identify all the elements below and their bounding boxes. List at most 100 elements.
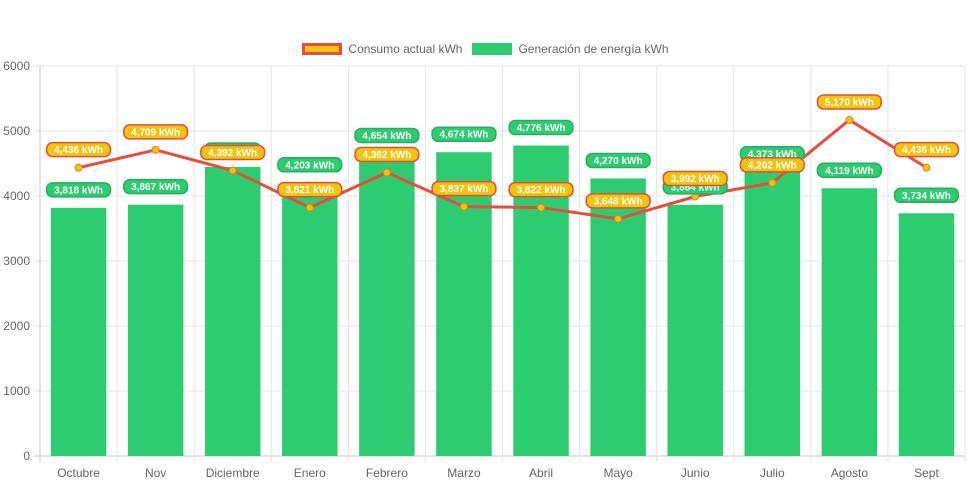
data-label-consumo-box bbox=[200, 144, 266, 161]
data-label-consumo-text: 3,648 kWh bbox=[594, 196, 643, 207]
data-label-generacion-text: 3,867 kWh bbox=[131, 182, 180, 193]
x-tick-label: Abril bbox=[529, 466, 553, 480]
line-data-labels: 4,436 kWh 4,709 kWh 4,392 kWh 3,821 kWh 4,36… bbox=[45, 94, 960, 209]
y-tick-label: 3000 bbox=[3, 254, 30, 268]
data-label-generacion-text: 4,119 kWh bbox=[825, 166, 873, 177]
line-point-consumo bbox=[228, 166, 237, 175]
grid bbox=[34, 65, 966, 462]
legend-label-consumo: Consumo actual kWh bbox=[348, 42, 463, 56]
x-tick-label: Octubre bbox=[57, 466, 100, 480]
data-label-consumo-text: 5,170 kWh bbox=[825, 97, 874, 108]
y-tick-label: 4000 bbox=[3, 189, 30, 203]
legend-item-generacion[interactable]: Generación de energía kWh bbox=[472, 42, 669, 56]
data-label-consumo-text: 3,821 kWh bbox=[285, 185, 334, 196]
data-label-consumo-box bbox=[122, 124, 189, 140]
data-label-consumo-text: 4,392 kWh bbox=[208, 148, 257, 159]
data-label-consumo: 3,822 kWh bbox=[508, 181, 574, 198]
data-label-generacion-box bbox=[277, 157, 343, 173]
x-tick-label: Nov bbox=[145, 466, 166, 480]
data-label-generacion: 4,654 kWh bbox=[354, 127, 420, 144]
bar-generacion bbox=[590, 178, 646, 456]
data-label-generacion-text: 3,818 kWh bbox=[54, 185, 103, 196]
data-label-consumo: 3,648 kWh bbox=[585, 193, 651, 209]
bar-generacion bbox=[898, 213, 955, 456]
data-label-consumo: 3,837 kWh bbox=[431, 180, 497, 197]
data-label-generacion-text: 4,373 kWh bbox=[748, 149, 797, 160]
data-label-consumo-box bbox=[662, 170, 728, 187]
data-label-generacion: 4,119 kWh bbox=[816, 162, 883, 179]
x-tick-label: Agosto bbox=[831, 466, 869, 480]
data-label-generacion-box bbox=[585, 152, 651, 169]
data-label-consumo: 4,362 kWh bbox=[354, 146, 420, 163]
line-point-consumo bbox=[74, 163, 83, 172]
data-label-consumo-text: 3,837 kWh bbox=[439, 184, 488, 195]
x-tick-label: Mayo bbox=[603, 466, 633, 480]
data-label-consumo-box bbox=[277, 181, 343, 198]
data-label-consumo: 3,992 kWh bbox=[662, 170, 728, 187]
line-point-consumo bbox=[305, 203, 314, 212]
data-label-generacion: 3,867 kWh bbox=[122, 178, 189, 195]
line-point-consumo bbox=[151, 145, 160, 154]
data-label-generacion-text: 4,270 kWh bbox=[594, 156, 643, 167]
x-tick-label: Marzo bbox=[447, 466, 481, 480]
data-label-generacion-text: 4,776 kWh bbox=[517, 123, 566, 134]
legend-swatch-generacion bbox=[472, 43, 513, 55]
bar-generacion bbox=[282, 182, 338, 456]
bar-generacion bbox=[204, 167, 261, 456]
x-axis: Octubre Nov Diciembre Enero Febrero Marzo Abri… bbox=[57, 466, 939, 480]
data-label-consumo-text: 4,436 kWh bbox=[902, 145, 951, 156]
data-label-consumo: 4,436 kWh bbox=[893, 141, 960, 158]
data-label-consumo-text: 4,362 kWh bbox=[362, 150, 411, 161]
y-tick-label: 6000 bbox=[3, 59, 30, 73]
data-label-generacion: 3,818 kWh bbox=[45, 182, 112, 198]
bar-generacion bbox=[744, 171, 801, 456]
bar-generacion bbox=[359, 153, 415, 457]
data-label-generacion-box bbox=[431, 126, 497, 142]
x-tick-label: Julio bbox=[760, 466, 785, 480]
data-label-consumo-box bbox=[585, 193, 651, 209]
data-label-consumo-box bbox=[893, 141, 960, 158]
data-label-consumo-text: 4,436 kWh bbox=[54, 145, 103, 156]
bar-generacion bbox=[821, 188, 878, 456]
data-label-consumo: 4,202 kWh bbox=[739, 157, 805, 173]
data-label-generacion-text: 3,734 kWh bbox=[902, 191, 951, 202]
legend-item-consumo[interactable]: Consumo actual kWh bbox=[302, 42, 462, 56]
data-label-generacion: 4,776 kWh bbox=[508, 119, 574, 136]
y-tick-label: 2000 bbox=[3, 319, 30, 333]
data-label-generacion-box bbox=[816, 162, 883, 179]
data-label-consumo-box bbox=[816, 94, 883, 110]
bar-generacion bbox=[667, 204, 723, 456]
y-tick-label: 0 bbox=[23, 449, 30, 463]
line-point-consumo bbox=[382, 168, 391, 177]
data-label-generacion: 3,734 kWh bbox=[893, 187, 960, 204]
data-label-consumo-text: 4,709 kWh bbox=[131, 127, 180, 138]
data-label-consumo: 3,821 kWh bbox=[277, 181, 343, 198]
data-label-consumo-box bbox=[739, 157, 805, 173]
data-label-consumo-text: 4,202 kWh bbox=[748, 160, 797, 171]
data-label-generacion: 4,203 kWh bbox=[277, 157, 343, 173]
bar-generacion bbox=[127, 204, 184, 456]
x-tick-label: Sept bbox=[914, 466, 939, 480]
x-tick-label: Junio bbox=[681, 466, 710, 480]
y-axis: 0 1000 2000 3000 4000 5000 6000 bbox=[3, 59, 30, 463]
data-label-consumo-box bbox=[431, 180, 497, 197]
y-tick-label: 1000 bbox=[3, 384, 30, 398]
data-label-consumo: 4,709 kWh bbox=[122, 124, 189, 140]
line-point-consumo bbox=[922, 163, 931, 172]
data-label-generacion-text: 4,654 kWh bbox=[362, 131, 411, 142]
line-point-consumo bbox=[614, 214, 623, 223]
x-tick-label: Febrero bbox=[366, 466, 408, 480]
line-point-consumo bbox=[768, 178, 777, 187]
bar-generacion bbox=[50, 207, 107, 456]
line-point-consumo bbox=[845, 115, 854, 124]
data-label-generacion-box bbox=[893, 187, 960, 204]
data-label-generacion-text: 4,674 kWh bbox=[439, 130, 488, 141]
data-label-consumo-text: 3,992 kWh bbox=[671, 174, 720, 185]
legend-swatch-consumo bbox=[302, 43, 343, 55]
data-label-consumo: 5,170 kWh bbox=[816, 94, 883, 110]
data-label-generacion-text: 4,203 kWh bbox=[285, 160, 334, 171]
legend-label-generacion: Generación de energía kWh bbox=[518, 42, 669, 56]
x-tick-label: Diciembre bbox=[206, 466, 260, 480]
data-label-consumo-box bbox=[508, 181, 574, 198]
